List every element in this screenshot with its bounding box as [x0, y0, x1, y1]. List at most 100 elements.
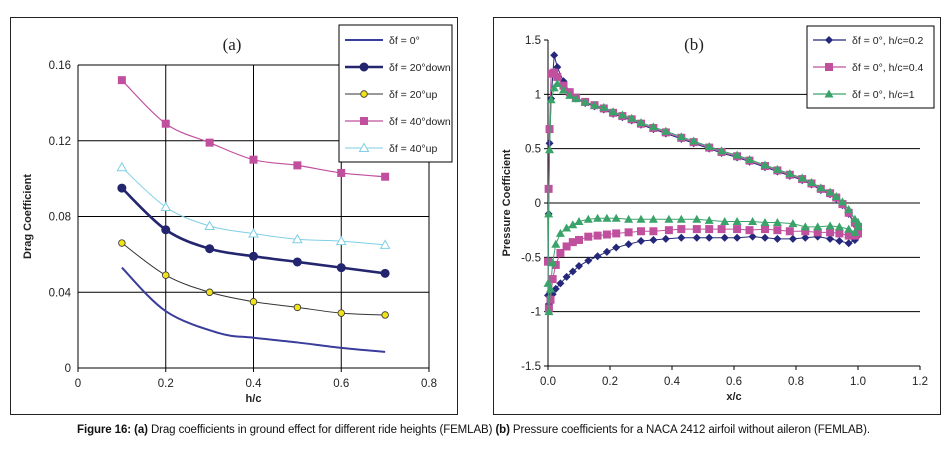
series-line [121, 266, 386, 353]
series-line [547, 82, 859, 312]
data-point [590, 100, 599, 109]
data-point [748, 216, 758, 225]
data-point [661, 234, 670, 243]
data-point [599, 102, 609, 111]
legend-label: δf = 20°up [389, 89, 437, 101]
data-point [676, 214, 686, 223]
data-point [593, 231, 602, 240]
data-point [636, 214, 646, 223]
chart-title: (b) [684, 35, 704, 54]
data-point [161, 119, 170, 128]
series-3 [117, 76, 390, 181]
data-point [545, 284, 555, 293]
data-point [844, 224, 854, 233]
data-point [559, 85, 568, 94]
data-point [732, 150, 742, 159]
legend-label: δf = 20°down [389, 62, 451, 74]
x-tick-label: 1.2 [912, 376, 928, 388]
data-point [844, 205, 854, 214]
data-point [162, 271, 170, 279]
data-point [205, 244, 215, 254]
data-point [661, 126, 671, 135]
data-point [593, 213, 603, 222]
data-point [337, 309, 345, 317]
caption-text-a: Drag coefficients in ground effect for d… [147, 424, 496, 436]
x-tick-label: 0.8 [788, 376, 804, 388]
data-point [627, 113, 637, 122]
data-point [602, 247, 611, 256]
data-point [844, 231, 853, 240]
data-point [637, 227, 645, 236]
data-point [555, 228, 565, 237]
data-point [611, 213, 621, 222]
data-point [548, 258, 558, 267]
caption-text-b: Pressure coefficients for a NACA 2412 ai… [509, 424, 870, 436]
data-point [336, 263, 346, 273]
caption-label-a: Figure 16: (a) [77, 424, 148, 436]
data-point [677, 225, 686, 234]
data-point [717, 146, 727, 155]
drag-coefficient-chart: 0 0.04 0.08 0.12 0.16 0 0.2 0.4 0.6 0.8 h/c Drag Co… [22, 24, 453, 405]
y-tick-label: 0.16 [49, 60, 71, 72]
x-tick-label: 0 [75, 378, 81, 390]
x-axis-label: h/c [246, 393, 262, 405]
data-point [785, 227, 794, 236]
data-point [677, 233, 686, 242]
data-point [118, 239, 126, 247]
data-point [117, 76, 126, 85]
data-point [556, 279, 565, 288]
data-point [800, 222, 810, 231]
data-point [624, 214, 634, 223]
data-point [720, 233, 729, 242]
data-point [249, 298, 258, 306]
y-tick-label: -1.5 [521, 361, 541, 373]
data-point [853, 222, 863, 231]
data-point [205, 138, 214, 147]
data-point [797, 173, 807, 182]
chart-panel-b: -1.5 -1 -0.5 0 0.5 1 1.5 0.0 0.2 0.4 0.6 0.8 1.0 1.2 x… [493, 17, 941, 415]
data-point [204, 220, 215, 230]
data-point [773, 226, 782, 235]
data-point [788, 234, 797, 243]
data-point [745, 155, 754, 164]
data-point [831, 191, 841, 200]
data-point [844, 239, 853, 248]
data-point [593, 252, 602, 261]
series-1 [117, 183, 390, 278]
data-point [692, 225, 701, 234]
series-4 [116, 161, 391, 249]
data-point [292, 257, 302, 267]
data-point [574, 216, 584, 225]
data-point [772, 218, 782, 227]
data-point [612, 229, 621, 238]
x-tick-label: 0.0 [540, 376, 556, 388]
legend-marker [824, 89, 834, 98]
data-point [636, 118, 646, 127]
legend-label: δf = 0°, h/c=0.2 [852, 35, 923, 47]
data-point [161, 225, 171, 235]
data-point [335, 235, 347, 246]
data-point [761, 225, 769, 234]
legend-marker [359, 62, 369, 72]
series-0 [121, 266, 386, 353]
data-point [548, 275, 557, 284]
chart-panel-a: 0 0.04 0.08 0.12 0.16 0 0.2 0.4 0.6 0.8 h/c Drag Co… [10, 17, 458, 415]
data-point [785, 169, 795, 178]
chart-title: (a) [223, 35, 242, 54]
data-point [745, 226, 754, 235]
y-tick-label: 1.5 [525, 35, 541, 47]
data-point [580, 97, 590, 106]
data-point [801, 227, 810, 236]
data-point [568, 238, 577, 247]
data-point [689, 136, 699, 145]
data-point [664, 226, 673, 235]
data-point [788, 219, 798, 228]
legend-label: δf = 40°up [389, 143, 437, 155]
data-point [825, 187, 835, 196]
figure-caption: Figure 16: (a) Drag coefficients in grou… [0, 424, 947, 436]
data-point [720, 216, 730, 225]
y-tick-label: 0.5 [525, 144, 541, 156]
data-point [807, 177, 816, 186]
data-point [835, 229, 844, 238]
legend-marker [360, 117, 368, 125]
